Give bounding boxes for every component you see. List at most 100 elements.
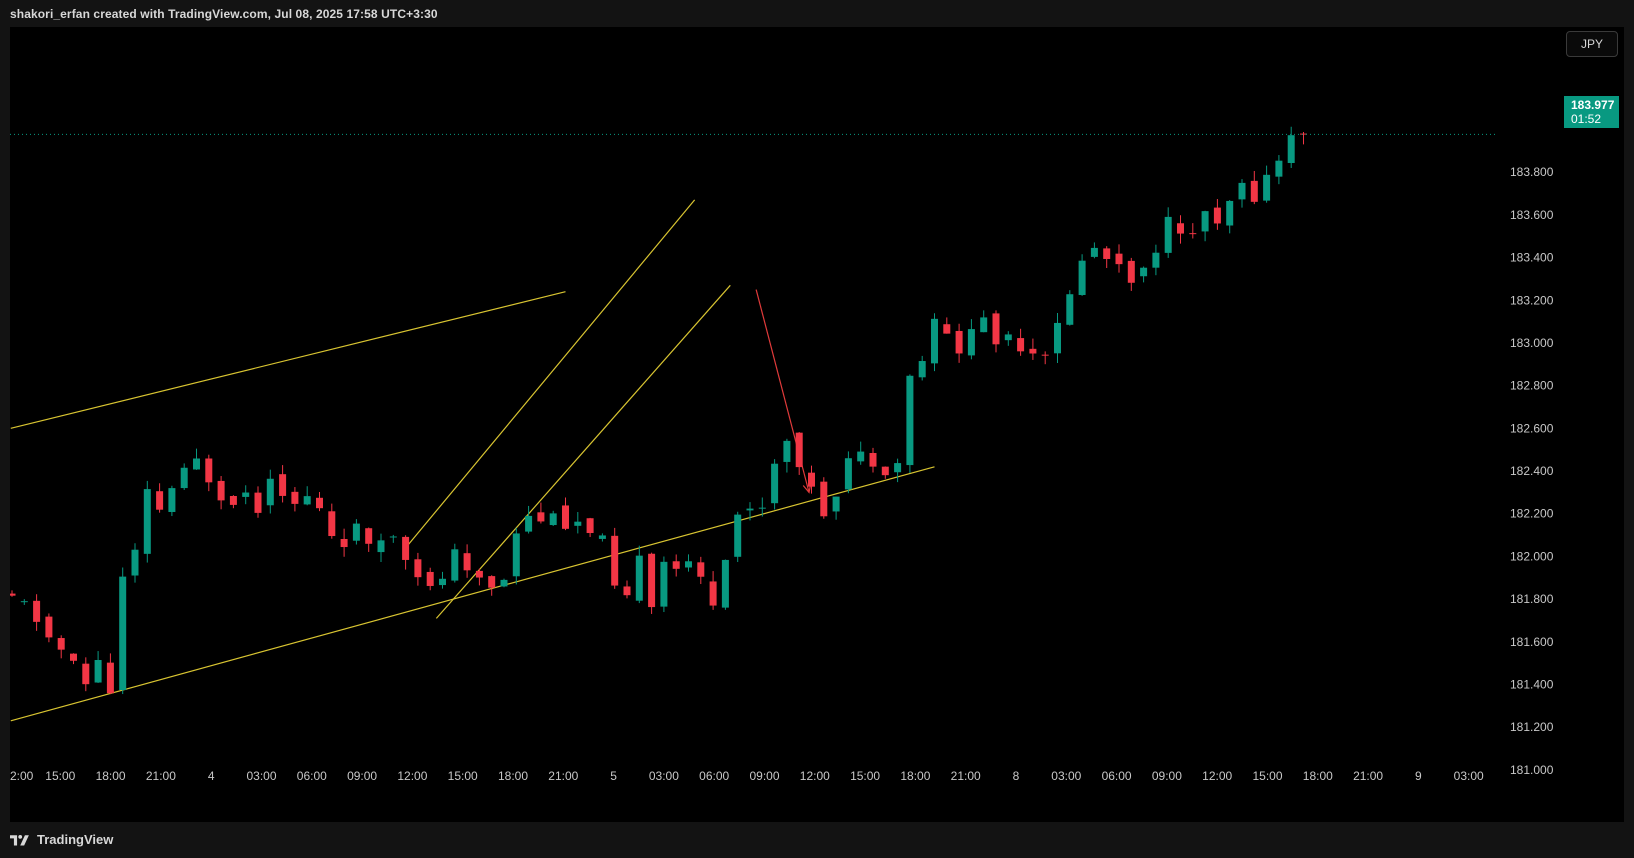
time-tick-label: 09:00 bbox=[347, 769, 377, 783]
trend-line[interactable] bbox=[10, 291, 566, 429]
time-tick-label: 09:00 bbox=[1152, 769, 1182, 783]
price-tick-label: 183.600 bbox=[1510, 208, 1554, 222]
trend-line[interactable] bbox=[435, 284, 731, 619]
candle-body bbox=[734, 514, 742, 557]
candle-body bbox=[70, 653, 77, 661]
candle-body bbox=[328, 511, 336, 537]
time-tick-label: 21:00 bbox=[951, 769, 981, 783]
price-tick-label: 181.600 bbox=[1510, 635, 1554, 649]
candle-body bbox=[955, 330, 963, 354]
candle-body bbox=[426, 571, 434, 586]
time-tick-label: 18:00 bbox=[498, 769, 528, 783]
candle-body bbox=[1066, 294, 1074, 325]
trend-line[interactable] bbox=[10, 466, 935, 722]
candle-body bbox=[808, 472, 815, 487]
candle-body bbox=[488, 576, 496, 588]
candle-body bbox=[992, 313, 1000, 345]
candle-body bbox=[1238, 182, 1246, 200]
candle-body bbox=[943, 324, 951, 334]
candle-body bbox=[57, 638, 65, 650]
candle-body bbox=[1004, 334, 1012, 341]
price-chart[interactable]: 181.000 181.200 181.400 181.600 181.800 182.0… bbox=[10, 27, 1624, 822]
candle-body bbox=[143, 489, 151, 554]
candle-body bbox=[242, 492, 250, 497]
time-axis: 2:00 15:00 18:00 21:00 4 03:00 06:00 09:00 12:00… bbox=[10, 769, 1484, 783]
candle-body bbox=[881, 466, 889, 476]
candle-body bbox=[365, 528, 373, 544]
time-tick-label: 03:00 bbox=[649, 769, 679, 783]
time-tick-label: 21:00 bbox=[146, 769, 176, 783]
time-tick-label: 03:00 bbox=[246, 769, 276, 783]
time-tick-label: 15:00 bbox=[448, 769, 478, 783]
price-axis: 181.000 181.200 181.400 181.600 181.800 182.0… bbox=[1510, 165, 1554, 777]
time-tick-label: 12:00 bbox=[1202, 769, 1232, 783]
price-tick-label: 181.000 bbox=[1510, 763, 1554, 777]
candle-body bbox=[439, 578, 446, 586]
candle-body bbox=[266, 478, 274, 506]
candle-body bbox=[1275, 160, 1283, 177]
candle-body bbox=[205, 458, 213, 483]
candle-body bbox=[1189, 233, 1197, 235]
candle-body bbox=[352, 523, 360, 541]
candle-body bbox=[512, 533, 520, 577]
price-tick-label: 183.000 bbox=[1510, 336, 1554, 350]
tradingview-logo-icon bbox=[10, 834, 29, 845]
candle-body bbox=[402, 536, 410, 560]
candle-body bbox=[1103, 248, 1111, 259]
currency-button[interactable]: JPY bbox=[1566, 31, 1618, 57]
candle-body bbox=[685, 561, 692, 568]
candle-body bbox=[1164, 216, 1172, 253]
candle-body bbox=[795, 432, 803, 468]
candle-body bbox=[131, 549, 139, 576]
candle-body bbox=[20, 601, 28, 603]
candle-body bbox=[758, 507, 766, 509]
time-tick-label: 18:00 bbox=[96, 769, 126, 783]
candle-body bbox=[168, 488, 176, 512]
candle-body bbox=[746, 508, 754, 511]
candle-body bbox=[1152, 252, 1160, 268]
price-tick-label: 182.600 bbox=[1510, 421, 1554, 435]
candle-body bbox=[106, 662, 114, 694]
time-tick-label: 06:00 bbox=[699, 769, 729, 783]
candle-body bbox=[783, 440, 791, 462]
candle-body bbox=[918, 361, 926, 378]
chart-attribution: shakori_erfan created with TradingView.c… bbox=[10, 7, 438, 21]
candles-layer bbox=[10, 126, 1307, 695]
trend-line[interactable] bbox=[405, 199, 696, 549]
candle-body bbox=[771, 463, 779, 504]
price-tick-label: 181.400 bbox=[1510, 678, 1554, 692]
candle-body bbox=[45, 616, 53, 638]
candle-body bbox=[291, 491, 299, 504]
candle-body bbox=[303, 496, 311, 505]
candle-body bbox=[193, 458, 200, 470]
time-tick-label: 15:00 bbox=[850, 769, 880, 783]
candle-body bbox=[549, 513, 557, 526]
candle-body bbox=[1115, 253, 1123, 265]
time-tick-label: 03:00 bbox=[1051, 769, 1081, 783]
candle-body bbox=[377, 540, 385, 553]
candle-body bbox=[980, 317, 988, 333]
candle-body bbox=[709, 581, 717, 606]
candle-body bbox=[1041, 354, 1049, 356]
price-tick-label: 182.400 bbox=[1510, 464, 1554, 478]
candle-body bbox=[1263, 174, 1271, 201]
price-tick-label: 181.200 bbox=[1510, 720, 1554, 734]
candle-body bbox=[10, 593, 16, 596]
candle-body bbox=[623, 586, 631, 596]
candle-body bbox=[82, 663, 90, 685]
chart-panel[interactable]: 181.000 181.200 181.400 181.600 181.800 182.0… bbox=[10, 27, 1624, 822]
candle-body bbox=[463, 553, 471, 571]
candle-body bbox=[156, 491, 164, 510]
time-tick-label: 5 bbox=[610, 769, 617, 783]
candle-body bbox=[1300, 133, 1307, 135]
candle-body bbox=[525, 515, 533, 532]
candle-body bbox=[648, 553, 656, 608]
candle-body bbox=[217, 480, 225, 501]
candle-body bbox=[1201, 211, 1209, 232]
candle-body bbox=[1078, 260, 1086, 295]
candle-body bbox=[340, 539, 348, 548]
candle-countdown: 01:52 bbox=[1571, 112, 1602, 126]
tradingview-logo[interactable]: TradingView bbox=[10, 832, 113, 847]
candle-body bbox=[574, 521, 582, 526]
candle-body bbox=[906, 375, 914, 466]
